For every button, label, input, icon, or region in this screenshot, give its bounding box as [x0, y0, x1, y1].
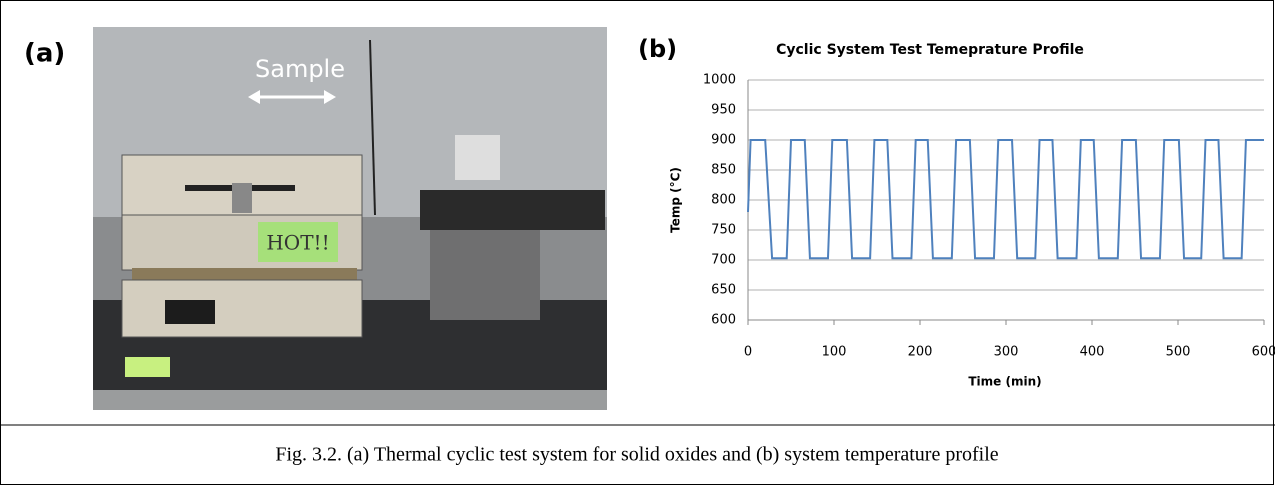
panel-label: (a)	[24, 39, 65, 69]
x-tick-label: 300	[994, 345, 1019, 360]
x-tick-label: 400	[1080, 345, 1105, 360]
panel-label: (b)	[638, 35, 677, 63]
sign-text: HOT!!	[266, 231, 329, 255]
x-tick-label: 600	[1252, 345, 1275, 360]
x-tick-label: 100	[822, 345, 847, 360]
y-tick-label: 800	[711, 193, 736, 208]
x-axis-title: Time (min)	[968, 375, 1041, 389]
data-line	[747, 139, 1264, 260]
x-tick-label: 200	[908, 345, 933, 360]
y-tick-label: 700	[711, 253, 736, 268]
sample-annotation: Sample	[255, 55, 345, 83]
y-tick-label: 650	[711, 283, 736, 298]
photo: HOT!! Sample	[93, 27, 607, 410]
y-tick-label: 600	[711, 313, 736, 328]
x-tick-label: 0	[744, 345, 752, 360]
x-tick-label: 500	[1166, 345, 1191, 360]
y-tick-label: 850	[711, 163, 736, 178]
chart-title: Cyclic System Test Temeprature Profile	[776, 42, 1084, 58]
y-tick-label: 750	[711, 223, 736, 238]
y-tick-label: 1000	[703, 73, 736, 88]
caption: Fig. 3.2. (a) Thermal cyclic test system…	[275, 444, 998, 466]
y-tick-label: 950	[711, 103, 736, 118]
y-tick-label: 900	[711, 133, 736, 148]
y-axis-title: Temp (°C)	[669, 167, 683, 233]
